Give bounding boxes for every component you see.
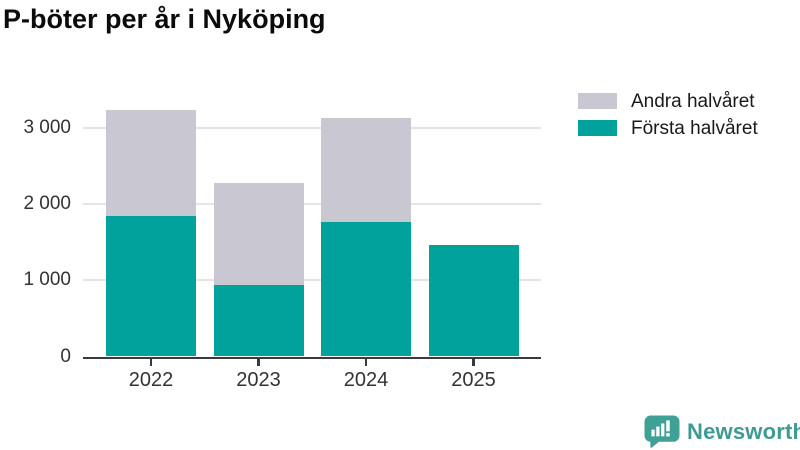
legend-item: Första halvåret [578, 117, 758, 139]
bar-segment-andra-2024 [321, 117, 411, 222]
chart-title: P-böter per år i Nyköping [3, 4, 326, 34]
bar-segment-första-2022 [106, 215, 196, 357]
gridline [83, 126, 541, 129]
legend-label: Första halvåret [631, 117, 758, 139]
x-axis-tick [364, 359, 368, 366]
y-axis-tick-label: 3 000 [23, 116, 71, 138]
y-axis-tick-label: 1 000 [23, 269, 71, 291]
x-axis-tick-label: 2024 [343, 369, 389, 391]
newsworthy-logo: Newsworthy [644, 415, 800, 448]
y-axis-tick-label: 2 000 [23, 193, 71, 215]
legend-swatch [578, 93, 617, 109]
legend-label: Andra halvåret [631, 90, 755, 112]
x-axis-tick-label: 2023 [236, 369, 281, 391]
x-axis-tick-label: 2025 [451, 369, 496, 391]
bar-segment-andra-2023 [213, 182, 304, 285]
legend-item: Andra halvåret [578, 90, 758, 112]
gridline [83, 203, 541, 206]
gridline [83, 279, 541, 282]
x-axis-tick [257, 359, 260, 366]
x-axis-line [83, 356, 541, 359]
legend: Andra halvåret Första halvåret [578, 90, 758, 147]
newsworthy-speech-bubble-chart-icon [644, 415, 680, 448]
bar-segment-andra-2022 [106, 109, 196, 216]
bar-segment-första-2024 [321, 221, 411, 357]
x-axis-tick [149, 359, 153, 366]
bar-segment-första-2023 [213, 284, 304, 357]
x-axis-tick [472, 359, 475, 366]
y-axis-tick-label: 0 [60, 345, 71, 367]
x-axis-tick-label: 2022 [128, 369, 174, 391]
bar-segment-första-2025 [428, 245, 519, 357]
newsworthy-wordmark: Newsworthy [687, 418, 800, 444]
legend-swatch [578, 120, 617, 136]
